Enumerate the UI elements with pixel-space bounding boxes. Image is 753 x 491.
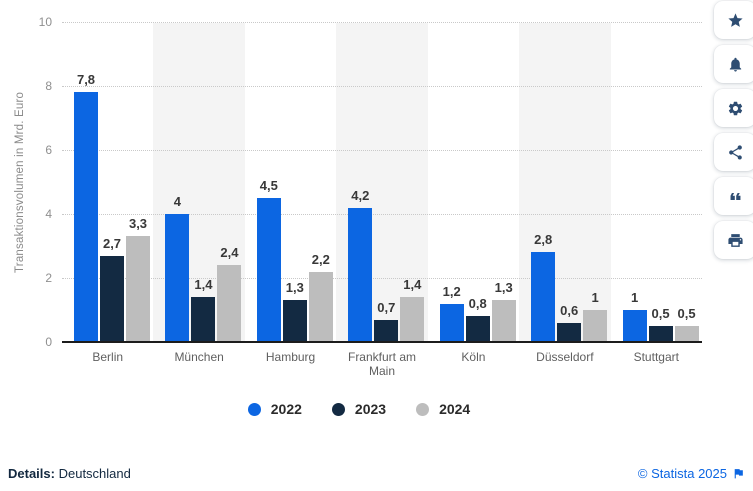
y-axis-title: Transaktionsvolumen in Mrd. Euro xyxy=(14,91,26,273)
bar-value-label: 2,4 xyxy=(220,245,239,261)
bar-2024-stuttgart[interactable] xyxy=(674,326,699,342)
legend-label: 2023 xyxy=(354,401,387,417)
bar-value-label: 4,2 xyxy=(351,187,370,203)
bar-value-label: 0,7 xyxy=(377,299,396,315)
bar-2024-düsseldorf[interactable] xyxy=(583,310,608,342)
chart-area: Transaktionsvolumen in Mrd. Euro 0 2 4 6 8 10… xyxy=(0,15,718,417)
print-button[interactable] xyxy=(714,221,753,259)
category-label-stuttgart: Stuttgart xyxy=(633,350,679,364)
bar-value-label: 3,3 xyxy=(128,216,148,232)
share-button[interactable] xyxy=(714,133,753,171)
bar-2022-köln[interactable] xyxy=(439,303,464,342)
gridline xyxy=(62,22,702,23)
footer: Details: Deutschland © Statista 2025 xyxy=(0,455,753,491)
bell-icon xyxy=(729,57,741,72)
bar-value-label: 2,2 xyxy=(311,251,330,267)
share-icon xyxy=(728,144,742,160)
gear-icon xyxy=(728,101,742,115)
x-axis-line xyxy=(62,341,702,343)
print-icon xyxy=(727,233,743,247)
bar-value-label: 4,5 xyxy=(259,178,278,193)
details-label: Details: xyxy=(8,465,55,481)
y-tick-label: 6 xyxy=(45,143,52,157)
plot-area: 7,8 2,7 3,3 4 1,4 2,4 4,5 1,3 2,2 4,2 0,7 1,4 1,2 0,8… xyxy=(62,22,702,343)
y-tick-label: 0 xyxy=(45,335,52,349)
bar-value-label: 7,8 xyxy=(76,72,96,88)
bar-2022-münchen[interactable] xyxy=(165,214,190,342)
settings-button[interactable] xyxy=(714,89,753,127)
bar-value-label: 0,8 xyxy=(468,296,487,312)
y-tick-label: 2 xyxy=(45,271,52,285)
gridline xyxy=(62,86,702,87)
bar-2022-düsseldorf[interactable] xyxy=(531,252,556,342)
bar-value-label: 2,8 xyxy=(534,232,553,248)
statista-attribution-link[interactable]: © Statista 2025 xyxy=(638,466,745,481)
cite-button[interactable] xyxy=(714,177,753,215)
bar-value-label: 2,7 xyxy=(102,235,122,251)
flag-icon[interactable] xyxy=(732,467,745,480)
bar-2024-hamburg[interactable] xyxy=(308,271,333,342)
legend-dot xyxy=(247,402,261,416)
bar-2023-stuttgart[interactable] xyxy=(648,326,673,342)
y-tick-label: 8 xyxy=(45,79,52,93)
bar-value-label: 0,6 xyxy=(560,302,579,318)
notifications-button[interactable] xyxy=(714,45,753,83)
gridline xyxy=(62,214,702,215)
bar-2022-hamburg[interactable] xyxy=(256,198,281,342)
bar-value-label: 4 xyxy=(173,194,182,209)
bar-2024-frankfurt-am-main[interactable] xyxy=(400,297,425,342)
bar-2023-köln[interactable] xyxy=(465,316,490,342)
category-label-münchen: München xyxy=(174,350,224,364)
legend-dot xyxy=(331,402,345,416)
bar-value-label: 1,4 xyxy=(403,277,422,293)
legend: 2022 2023 2024 xyxy=(0,401,718,417)
bar-value-label: 1,3 xyxy=(494,280,513,296)
bar-2024-köln[interactable] xyxy=(491,300,516,342)
category-label-köln: Köln xyxy=(461,350,486,364)
category-label-frankfurt-am-main: Frankfurt am Main xyxy=(347,350,416,379)
gridline xyxy=(62,278,702,279)
bar-value-label: 1 xyxy=(630,290,639,305)
bar-2023-berlin[interactable] xyxy=(100,255,124,342)
category-label-hamburg: Hamburg xyxy=(265,350,316,364)
bar-2024-berlin[interactable] xyxy=(126,236,150,342)
star-icon xyxy=(727,12,743,27)
quote-icon xyxy=(730,192,740,200)
category-label-düsseldorf: Düsseldorf xyxy=(536,350,594,364)
legend-item-2023: 2023 xyxy=(331,401,387,417)
legend-label: 2024 xyxy=(439,401,471,417)
bar-2022-frankfurt-am-main[interactable] xyxy=(348,207,373,342)
bar-2023-frankfurt-am-main[interactable] xyxy=(374,319,399,342)
bar-2022-stuttgart[interactable] xyxy=(622,310,647,342)
attribution-text: © Statista 2025 xyxy=(637,465,727,481)
details-value: Deutschland xyxy=(58,465,131,481)
legend-dot xyxy=(416,402,430,416)
bar-2024-münchen[interactable] xyxy=(217,265,242,342)
bar-value-label: 1 xyxy=(591,290,599,305)
y-tick-label: 4 xyxy=(45,207,52,221)
legend-label: 2022 xyxy=(270,401,302,417)
x-axis: Berlin München Hamburg Frankfurt am Main Köl… xyxy=(62,350,702,382)
details-text: Details: Deutschland xyxy=(8,466,131,481)
bar-value-label: 0,5 xyxy=(677,306,696,321)
bar-value-label: 1,3 xyxy=(285,280,304,296)
favorite-button[interactable] xyxy=(714,1,753,39)
bar-2022-berlin[interactable] xyxy=(74,92,98,342)
bar-value-label: 0,5 xyxy=(651,306,670,321)
legend-item-2024: 2024 xyxy=(416,401,470,417)
gridline xyxy=(62,150,702,151)
legend-item-2022: 2022 xyxy=(247,401,302,417)
sidebar-toolbar xyxy=(714,1,753,259)
y-tick-label: 10 xyxy=(38,15,52,29)
bar-value-label: 1,4 xyxy=(194,277,213,293)
bar-2023-münchen[interactable] xyxy=(191,297,216,342)
bar-2023-hamburg[interactable] xyxy=(282,300,307,342)
category-label-berlin: Berlin xyxy=(92,350,124,364)
bar-value-label: 1,2 xyxy=(442,283,461,299)
bar-2023-düsseldorf[interactable] xyxy=(557,322,582,342)
